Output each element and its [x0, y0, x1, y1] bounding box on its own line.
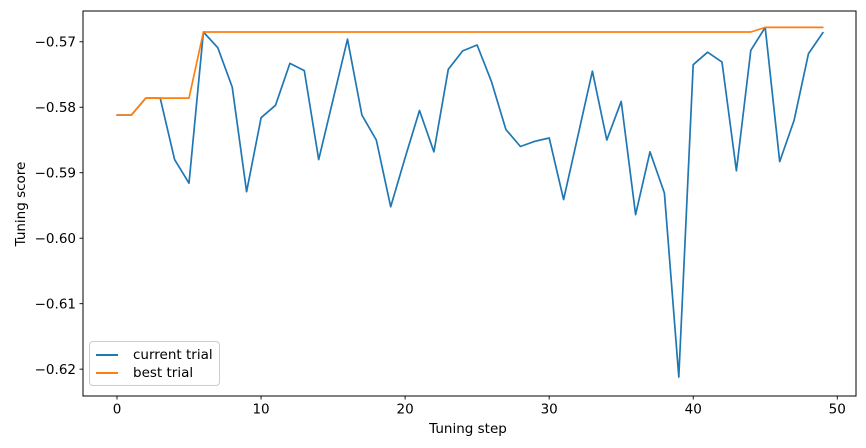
y-tick-label: −0.58 [35, 100, 76, 116]
y-tick-label: −0.59 [35, 166, 76, 182]
series-line-current-trial [116, 26, 824, 378]
x-tick-label: 40 [685, 402, 702, 418]
y-tick-label: −0.61 [35, 296, 76, 312]
x-axis-label: Tuning step [429, 421, 507, 437]
legend-line-swatch-current-trial [96, 354, 118, 356]
legend-label-current-trial: current trial [133, 347, 213, 363]
plot-frame [82, 10, 857, 397]
y-tick-label: −0.62 [35, 362, 76, 378]
legend-item-current-trial: current trial [96, 346, 213, 364]
y-axis-label: Tuning score [13, 161, 29, 247]
legend-label-best-trial: best trial [133, 365, 194, 381]
x-tick-label: 50 [829, 402, 846, 418]
legend-line-swatch-best-trial [96, 372, 118, 374]
x-tick-label: 30 [541, 402, 558, 418]
x-tick-label: 20 [397, 402, 414, 418]
y-tick-label: −0.57 [35, 35, 76, 51]
series-line-best-trial [116, 26, 824, 116]
y-tick-label: −0.60 [35, 231, 76, 247]
x-tick-label: 0 [113, 402, 122, 418]
legend: current trial best trial [89, 341, 220, 386]
legend-item-best-trial: best trial [96, 364, 211, 382]
x-tick-label: 10 [252, 402, 269, 418]
